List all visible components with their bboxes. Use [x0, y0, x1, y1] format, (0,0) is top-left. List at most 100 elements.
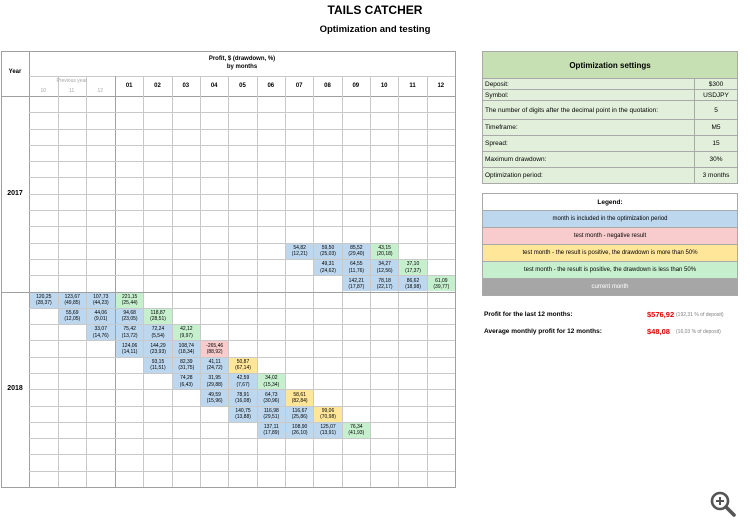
grid-line: [455, 51, 456, 487]
cell-drawdown: (29,51): [263, 414, 280, 421]
cell-profit: 72,24: [151, 326, 165, 333]
grid-line: [29, 144, 455, 146]
result-cell: 116,67 (25,86): [286, 406, 314, 422]
result-cell: 76,34 (41,93): [342, 422, 370, 439]
result-cell: 75,42 (13,72): [116, 325, 144, 341]
result-cell: 120,25 (28,37): [30, 292, 58, 308]
cell-profit: 108,74: [178, 342, 194, 349]
result-cell: 85,52 (29,40): [342, 243, 370, 259]
settings-label: Optimization period:: [485, 172, 543, 179]
cell-profit: 221,15: [122, 293, 138, 300]
cell-profit: 78,18: [378, 277, 391, 284]
year-label: 2018: [7, 385, 23, 393]
settings-row: Spread: 15: [483, 136, 737, 152]
grid-line: [29, 470, 455, 472]
result-cell: 64,73 (30,96): [257, 390, 285, 406]
profit-header-sub: by months: [226, 64, 258, 70]
month-header: 09: [352, 83, 360, 89]
cell-profit: 61,09: [435, 277, 448, 284]
grid-line: [29, 177, 455, 179]
cell-profit: 54,82: [293, 244, 306, 251]
cell-profit: 59,50: [321, 244, 335, 251]
cell-profit: 31,95: [208, 375, 221, 382]
cell-drawdown: (12,56): [376, 267, 393, 274]
result-cell: 78,18 (22,17): [371, 276, 399, 292]
grid-line: [29, 405, 455, 407]
settings-value: 15: [694, 136, 737, 151]
profit-label: Profit for the last 12 months:: [484, 311, 573, 318]
grid-line: [341, 76, 343, 487]
cell-profit: 64,55: [350, 261, 363, 268]
month-header: 01: [125, 83, 133, 89]
cell-drawdown: (26,10): [291, 430, 308, 437]
cell-profit: 123,67: [64, 293, 80, 300]
result-cell: 74,28 (6,43): [172, 373, 200, 390]
cell-drawdown: (18,34): [178, 349, 195, 356]
grid-line: [29, 275, 455, 277]
cell-drawdown: (29,88): [206, 381, 223, 388]
month-header: 04: [210, 83, 218, 89]
previous-month-header: 10: [40, 88, 47, 94]
grid-line: [29, 421, 455, 423]
cell-profit: 34,27: [378, 261, 391, 268]
grid-line: [29, 242, 455, 244]
result-cell: 55,69 (12,05): [58, 308, 86, 325]
grid-line: [115, 76, 116, 487]
settings-row: Timeframe: M5: [483, 120, 737, 136]
year-header: Year: [8, 69, 22, 75]
result-cell: 31,95 (29,88): [201, 373, 229, 390]
settings-label: The number of digits after the decimal p…: [485, 106, 659, 114]
result-cell: 64,55 (11,76): [342, 259, 370, 276]
result-cell: 137,11 (17,89): [257, 422, 285, 439]
grid-line: [1, 487, 456, 488]
result-cell: 94,68 (23,05): [116, 308, 144, 325]
legend-item: test month - negative result: [483, 228, 737, 245]
result-cell: 99,06 (70,98): [314, 406, 342, 422]
cell-drawdown: (49,85): [64, 300, 81, 307]
settings-value: $300: [694, 79, 737, 89]
grid-line: [29, 307, 455, 309]
cell-profit: 94,68: [123, 310, 136, 317]
zoom-in-icon[interactable]: [708, 489, 738, 519]
cell-profit: 55,69: [65, 310, 79, 317]
cell-profit: 124,06: [122, 342, 138, 349]
cell-drawdown: (16,08): [235, 397, 251, 404]
cell-profit: 93,15: [151, 359, 165, 365]
grid-line: [313, 76, 315, 487]
cell-drawdown: (24,72): [206, 365, 223, 372]
cell-drawdown: (17,37): [405, 267, 421, 274]
grid-line: [171, 76, 173, 487]
result-cell: 124,06 (14,11): [116, 341, 144, 357]
grid-line: [29, 76, 455, 77]
grid-line: [29, 389, 455, 391]
cell-profit: 137,11: [263, 424, 279, 431]
grid-line: [1, 291, 455, 293]
result-cell: 86,62 (18,98): [399, 276, 427, 292]
cell-drawdown: (13,91): [320, 430, 336, 437]
cell-drawdown: (7,67): [236, 381, 250, 388]
cell-profit: 140,75: [235, 407, 251, 414]
result-cell: 144,29 (23,93): [144, 341, 172, 357]
settings-row: Maximum drawdown: 30%: [483, 152, 737, 168]
cell-drawdown: (70,98): [320, 414, 336, 421]
grid-line: [29, 210, 455, 212]
month-header: 08: [324, 83, 331, 89]
result-cell: 54,82 (12,21): [286, 243, 314, 259]
grid-line: [370, 76, 371, 487]
month-header: 05: [239, 83, 246, 89]
cell-drawdown: (28,51): [150, 316, 166, 323]
cell-drawdown: (12,05): [64, 316, 81, 323]
cell-profit: 49,31: [321, 261, 335, 268]
optimization-settings-panel: Optimization settings Deposit: $300 Symbol…: [482, 51, 738, 184]
profit-header: Profit, $ (drawdown, %): [208, 56, 276, 62]
cell-profit: 144,29: [150, 342, 166, 349]
previous-month-header: 11: [69, 88, 75, 94]
grid-line: [285, 76, 286, 487]
grid-line: [29, 112, 455, 114]
legend-panel: Legend: month is included in the optimiz…: [482, 193, 738, 296]
grid-line: [57, 76, 59, 487]
result-cell: 41,11 (24,72): [201, 357, 229, 373]
grid-line: [29, 372, 455, 374]
settings-value: USDJPY: [694, 90, 737, 100]
month-header: 10: [380, 83, 388, 89]
